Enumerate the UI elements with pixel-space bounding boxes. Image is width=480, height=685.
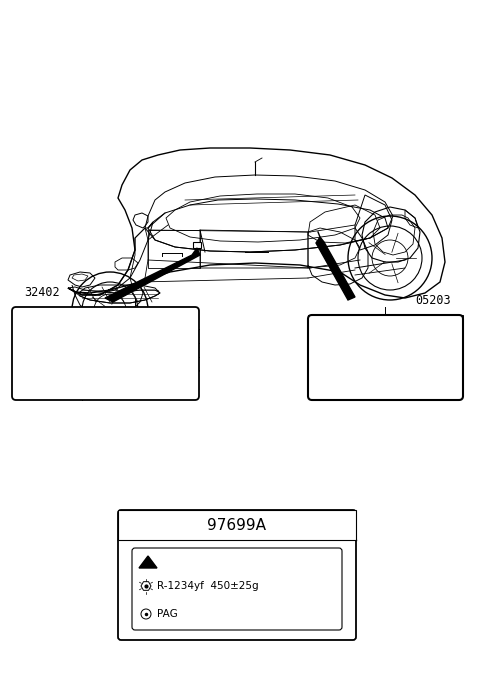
FancyBboxPatch shape [118,510,356,640]
FancyBboxPatch shape [308,315,463,400]
Polygon shape [139,556,157,568]
Polygon shape [105,248,200,302]
FancyBboxPatch shape [132,548,342,630]
Bar [85,378,143,392]
Text: 97699A: 97699A [207,517,266,532]
Bar [193,242,201,248]
Text: 05203: 05203 [415,294,451,307]
Text: PAG: PAG [157,609,178,619]
Text: 32402: 32402 [24,286,60,299]
Text: R-1234yf  450±25g: R-1234yf 450±25g [157,581,259,591]
Polygon shape [316,237,355,300]
FancyBboxPatch shape [12,307,199,400]
Bar [308,315,463,335]
Bar [118,510,356,540]
